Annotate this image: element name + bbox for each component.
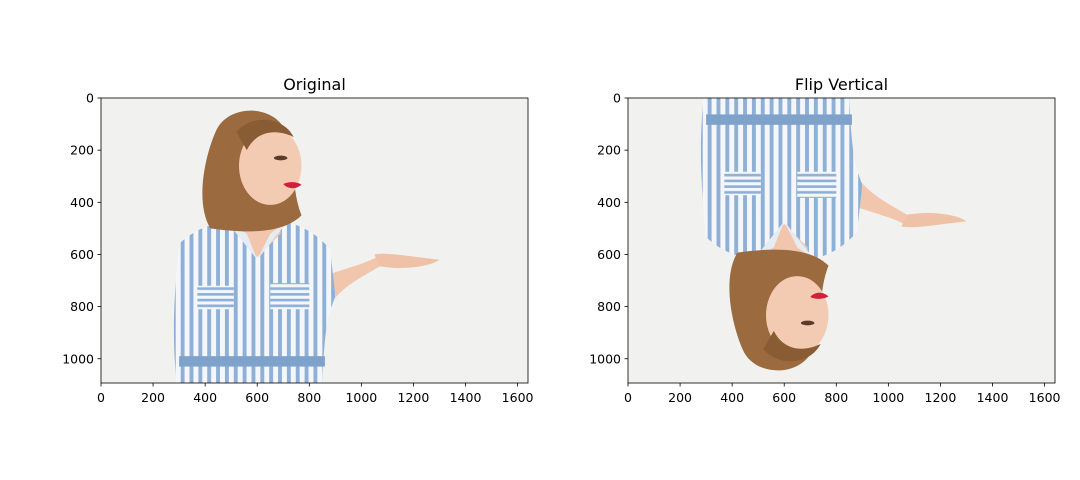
y-tick-label: 200 bbox=[70, 143, 94, 158]
image-flip-vertical bbox=[628, 97, 1056, 384]
x-tick-label: 800 bbox=[824, 390, 848, 405]
x-tick-label: 800 bbox=[297, 390, 321, 405]
x-tick-label: 0 bbox=[624, 390, 632, 405]
x-tick-label: 1400 bbox=[977, 390, 1009, 405]
y-tick-label: 200 bbox=[597, 143, 621, 158]
y-tick-label: 800 bbox=[70, 299, 94, 314]
x-tick-label: 400 bbox=[720, 390, 744, 405]
x-tick-label: 200 bbox=[668, 390, 692, 405]
x-tick-label: 1600 bbox=[502, 390, 534, 405]
image-original bbox=[101, 98, 529, 384]
y-tick-label: 0 bbox=[613, 91, 621, 106]
y-tick-label: 400 bbox=[597, 195, 621, 210]
x-tick-label: 0 bbox=[97, 390, 105, 405]
x-tick-label: 1200 bbox=[398, 390, 430, 405]
x-tick-label: 600 bbox=[772, 390, 796, 405]
panel-title-flip-vertical: Flip Vertical bbox=[795, 75, 888, 94]
panel-original: Original 0 200 400 600 800 1000 1200 1400 1600 0 2… bbox=[62, 75, 533, 405]
x-tick-label: 1400 bbox=[450, 390, 482, 405]
y-tick-label: 600 bbox=[70, 247, 94, 262]
y-tick-label: 1000 bbox=[62, 351, 94, 366]
y-tick-label: 400 bbox=[70, 195, 94, 210]
y-tick-label: 0 bbox=[86, 91, 94, 106]
y-tick-label: 1000 bbox=[589, 351, 621, 366]
x-tick-label: 1000 bbox=[345, 390, 377, 405]
x-tick-label: 600 bbox=[245, 390, 269, 405]
x-tick-label: 400 bbox=[193, 390, 217, 405]
axis-ticks-flip-vertical: 0 200 400 600 800 1000 1200 1400 1600 0 200 400 600 8… bbox=[589, 91, 1060, 406]
x-tick-label: 200 bbox=[141, 390, 165, 405]
axes-frame-original bbox=[100, 97, 529, 384]
panel-title-original: Original bbox=[283, 75, 346, 94]
panel-flip-vertical: Flip Vertical 0 200 400 600 800 1000 1200 1400 1… bbox=[589, 75, 1060, 405]
axis-ticks-original: 0 200 400 600 800 1000 1200 1400 1600 0 200 400 600 8… bbox=[62, 91, 533, 406]
y-tick-label: 600 bbox=[597, 247, 621, 262]
axes-frame-flip-vertical bbox=[627, 97, 1056, 384]
y-tick-label: 800 bbox=[597, 299, 621, 314]
x-tick-label: 1600 bbox=[1029, 390, 1061, 405]
x-tick-label: 1200 bbox=[925, 390, 957, 405]
x-tick-label: 1000 bbox=[872, 390, 904, 405]
